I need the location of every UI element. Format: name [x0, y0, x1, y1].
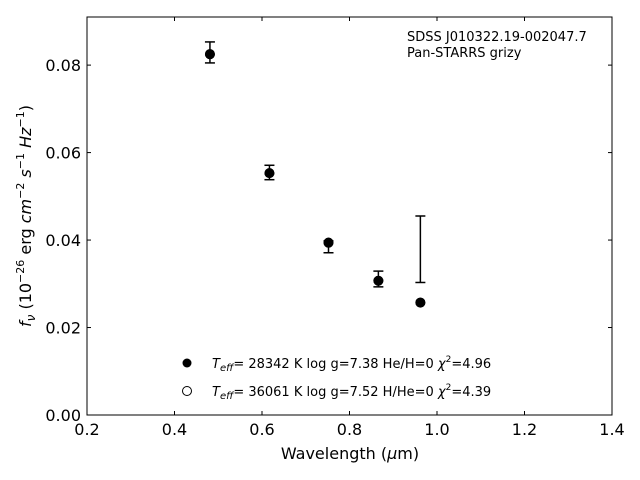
y-label-hz: Hz	[16, 127, 35, 153]
plot-frame	[86, 16, 613, 416]
legend-chi-value: =4.96	[451, 357, 491, 372]
x-tick-label: 0.6	[249, 420, 274, 439]
legend-teff-symbol: T	[212, 385, 221, 400]
legend-chi-value: =4.39	[451, 385, 491, 400]
legend-entry-1: Teff= 28342 K log g=7.38 He/H=0 χ2=4.96	[212, 355, 491, 374]
y-label-exp1: −26	[14, 260, 27, 283]
x-tick-label: 0.2	[74, 420, 99, 439]
legend-chi-superscript: 2	[446, 383, 452, 393]
y-tick-label: 0.08	[45, 56, 81, 75]
model-point-open	[415, 297, 426, 308]
legend-teff-subscript: eff	[220, 391, 235, 402]
legend-teff-value: = 36061 K log g=7.52 H/He=0	[233, 385, 438, 400]
y-label-exp2: −2	[14, 183, 27, 199]
y-tick-label: 0.04	[45, 231, 81, 250]
legend-teff-value: = 28342 K log g=7.38 He/H=0	[233, 357, 438, 372]
legend-marker-open	[182, 386, 192, 396]
x-tick-label: 1.4	[599, 420, 624, 439]
model-point-open	[323, 237, 334, 248]
x-axis-label-suffix: m)	[397, 444, 419, 463]
y-tick-label: 0.02	[45, 319, 81, 338]
annotation-line-1: SDSS J010322.19-002047.7	[407, 30, 587, 45]
x-tick-label: 1.2	[512, 420, 537, 439]
legend-chi-symbol: χ	[437, 385, 447, 400]
model-point-open	[204, 49, 215, 60]
y-label-cm: cm	[16, 199, 35, 223]
model-point-open	[373, 275, 384, 286]
y-label-f: f	[16, 319, 35, 327]
tick-group: 0.2 0.4 0.6 0.8 1.0 1.2 1.4 0.00 0.02 0.04 0.06 0.0…	[45, 17, 625, 439]
legend-chi-superscript: 2	[446, 355, 452, 365]
y-tick-label: 0.00	[45, 406, 81, 425]
y-label-close: )	[16, 105, 35, 111]
x-tick-label: 1.0	[424, 420, 449, 439]
y-tick-label: 0.06	[45, 144, 81, 163]
y-label-s: s	[16, 169, 35, 182]
x-tick-label: 0.8	[337, 420, 362, 439]
y-label-exp3: −1	[14, 153, 27, 169]
x-axis-label: Wavelength (μm)	[281, 444, 419, 463]
annotation: SDSS J010322.19-002047.7 Pan-STARRS griz…	[407, 30, 587, 61]
y-label-nu: ν	[24, 314, 38, 321]
y-label-exp4: −1	[14, 111, 27, 127]
x-tick-label: 0.4	[162, 420, 187, 439]
legend-chi-symbol: χ	[437, 357, 447, 372]
x-axis-label-mu: μ	[386, 444, 397, 463]
y-label-open: (10	[16, 283, 35, 315]
y-label-erg: erg	[16, 223, 35, 259]
annotation-line-2: Pan-STARRS grizy	[407, 46, 522, 61]
legend-entry-2: Teff= 36061 K log g=7.52 H/He=0 χ2=4.39	[212, 383, 491, 402]
y-axis-label: fν (10−26 erg cm−2 s−1 Hz−1)	[14, 105, 38, 327]
model-point-open	[264, 168, 275, 179]
data-marks	[204, 41, 426, 308]
x-axis-label-prefix: Wavelength (	[281, 444, 387, 463]
legend-teff-subscript: eff	[220, 363, 235, 374]
legend: Teff= 28342 K log g=7.38 He/H=0 χ2=4.96 …	[182, 355, 491, 402]
legend-marker-filled	[182, 358, 192, 368]
legend-teff-symbol: T	[212, 357, 221, 372]
